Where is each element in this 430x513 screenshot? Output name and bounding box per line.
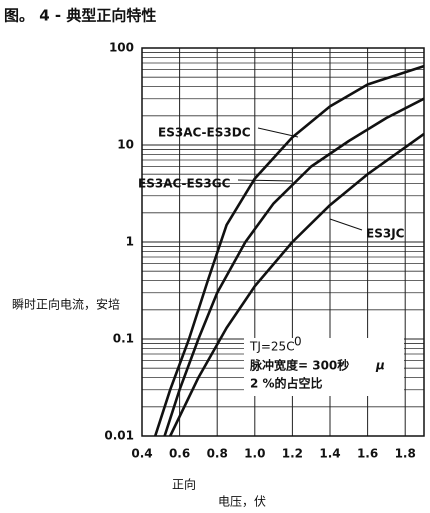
series-line <box>153 64 425 437</box>
annotation: 脉冲宽度= 300秒 <box>249 358 349 373</box>
series-line <box>163 97 425 437</box>
x-tick-label: 1.4 <box>319 447 340 461</box>
x-axis-label: 正向 <box>172 477 196 492</box>
annotation: μ <box>375 359 385 373</box>
annotation-box <box>244 338 404 396</box>
x-tick-label: 1.2 <box>282 447 303 461</box>
series-line <box>169 132 425 437</box>
legend-label: ES3AC-ES3DC <box>158 126 251 140</box>
y-tick-label: 0.1 <box>113 332 134 346</box>
annotation: TJ=25C <box>249 340 295 354</box>
x-tick-label: 1.8 <box>395 447 416 461</box>
y-tick-label: 0.01 <box>104 429 134 443</box>
x-tick-label: 0.4 <box>131 447 152 461</box>
y-tick-label: 1 <box>126 235 134 249</box>
x-axis-label: 电压，伏 <box>218 495 266 509</box>
arrow <box>257 127 299 138</box>
legend-label: ES3JC <box>366 227 405 241</box>
x-tick-label: 0.8 <box>207 447 228 461</box>
x-tick-label: 0.6 <box>169 447 190 461</box>
y-tick-label: 100 <box>109 41 134 55</box>
chart-title: 图。 4 - 典型正向特性 <box>4 7 156 25</box>
arrow <box>237 179 293 182</box>
plot-frame <box>141 47 425 437</box>
x-tick-label: 1.6 <box>357 447 378 461</box>
x-tick-label: 1.0 <box>244 447 265 461</box>
legend-label: ES3AC-ES3GC <box>138 177 231 191</box>
annotation: 0 <box>294 335 302 349</box>
y-tick-label: 10 <box>117 138 134 152</box>
y-axis-label: 瞬时正向电流，安培 <box>12 297 120 312</box>
annotation: 2 %的占空比 <box>250 376 323 391</box>
arrow <box>329 218 363 231</box>
